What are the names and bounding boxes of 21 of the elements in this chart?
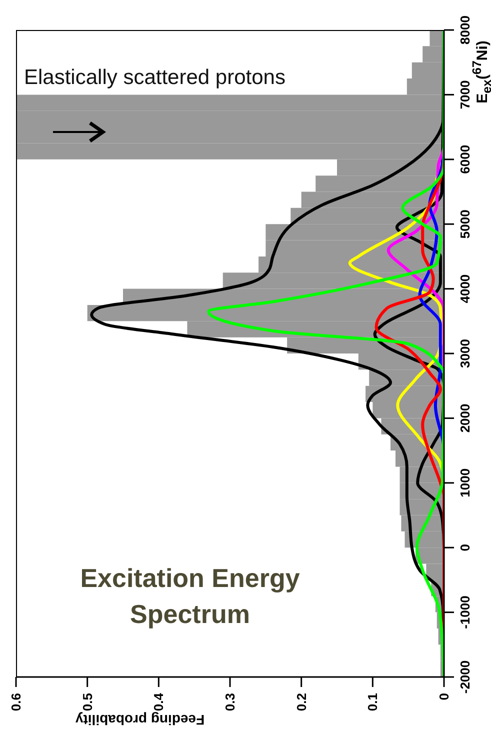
x-tick-label: 0.6 xyxy=(8,693,24,712)
x-tick-label: 0.4 xyxy=(151,692,166,712)
y-tick-label: -2000 xyxy=(458,660,473,694)
x-tick-label: 0.1 xyxy=(365,693,380,712)
y-tick-label: 6000 xyxy=(458,144,473,174)
y-tick-label: 0 xyxy=(458,544,473,552)
x-tick-label: 0.2 xyxy=(294,693,309,712)
annotation: Elastically scattered protons xyxy=(24,66,286,90)
x-tick-label: 0.5 xyxy=(80,693,95,712)
y-tick-label: 4000 xyxy=(458,274,473,304)
x-tick-label: 0 xyxy=(436,693,452,700)
y-tick-label: 1000 xyxy=(458,468,473,498)
annotation: Excitation Energy Spectrum xyxy=(79,562,301,631)
x-axis-title: Feeding probability xyxy=(74,712,206,728)
y-tick-label: 8000 xyxy=(458,16,473,44)
y-tick-label: -1000 xyxy=(458,596,473,629)
x-tick-label: 0.3 xyxy=(222,693,238,712)
y-tick-label: 2000 xyxy=(458,404,473,433)
y-tick-label: 7000 xyxy=(458,80,473,110)
y-tick-label: 3000 xyxy=(458,339,473,368)
y-tick-label: 5000 xyxy=(458,210,473,239)
